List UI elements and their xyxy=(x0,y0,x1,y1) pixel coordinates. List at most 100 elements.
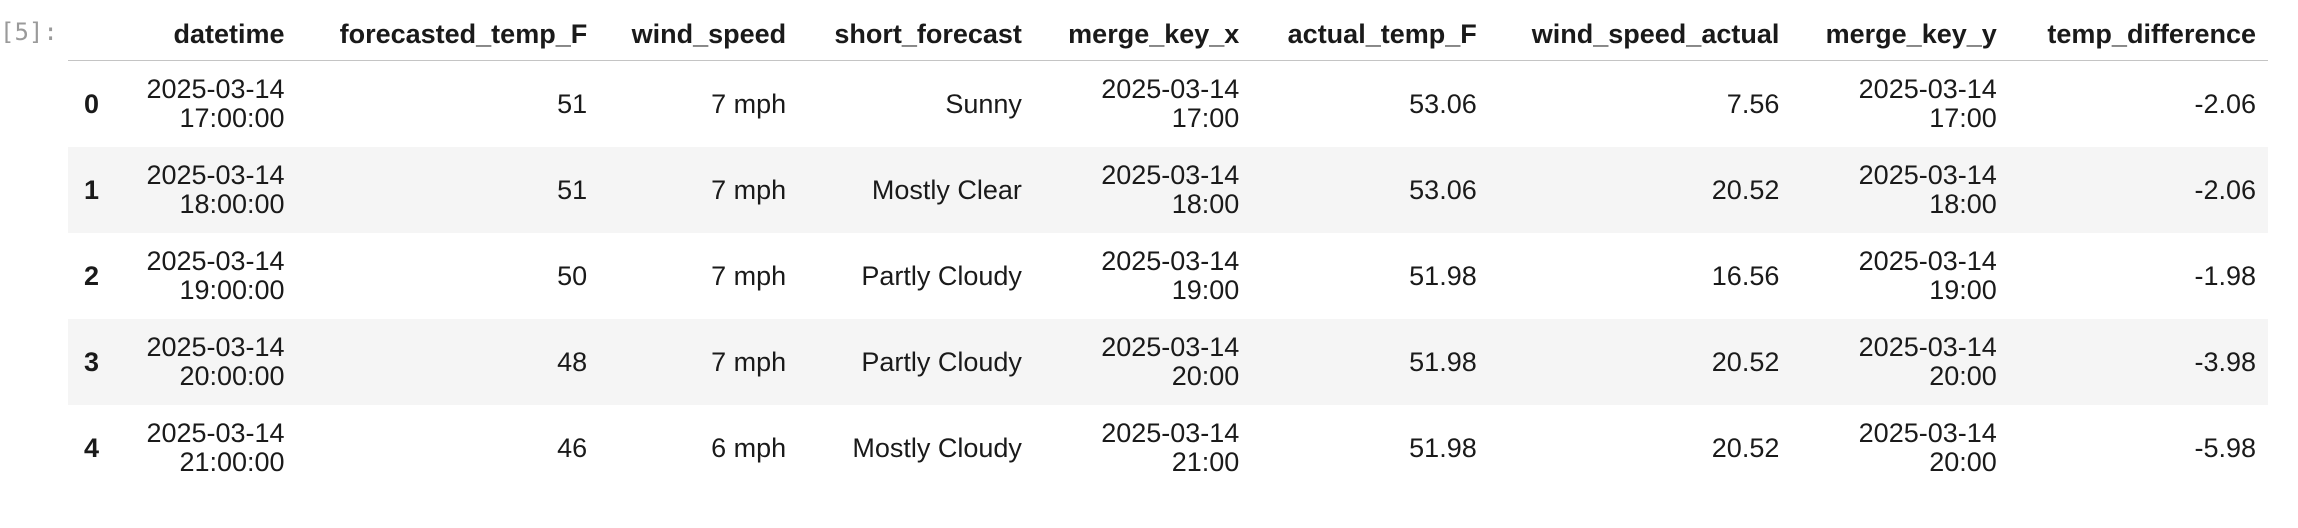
cell-forecasted-temp: 51 xyxy=(557,174,588,205)
cell-merge-key-x: 2025-03-14 19:00 xyxy=(1034,233,1251,319)
merge-key-y-date: 2025-03-14 xyxy=(1858,418,1997,448)
merge-key-x-date: 2025-03-14 xyxy=(1101,332,1240,362)
datetime-time: 19:00:00 xyxy=(179,275,285,305)
cell-merge-key-x: 2025-03-14 18:00 xyxy=(1034,147,1251,233)
table-header: datetime forecasted_temp_F wind_speed sh… xyxy=(68,8,2268,61)
header-row: datetime forecasted_temp_F wind_speed sh… xyxy=(68,8,2268,61)
merge-key-x-date: 2025-03-14 xyxy=(1101,74,1240,104)
merge-key-x-date: 2025-03-14 xyxy=(1101,418,1240,448)
column-header-temp-difference: temp_difference xyxy=(2008,8,2268,61)
merge-key-x-time: 18:00 xyxy=(1171,189,1240,219)
row-index: 2 xyxy=(84,260,100,291)
cell-wind-speed-actual: 20.52 xyxy=(1711,346,1780,377)
cell-forecasted-temp: 46 xyxy=(557,432,588,463)
cell-wind-speed: 6 mph xyxy=(711,432,787,463)
column-header-actual-temp: actual_temp_F xyxy=(1251,8,1489,61)
cell-merge-key-y: 2025-03-14 17:00 xyxy=(1791,61,2008,148)
index-header xyxy=(68,8,116,61)
datetime-date: 2025-03-14 xyxy=(146,160,285,190)
cell-wind-speed-actual: 20.52 xyxy=(1711,174,1780,205)
cell-temp-difference: -3.98 xyxy=(2194,346,2256,377)
merge-key-y-time: 18:00 xyxy=(1929,189,1997,219)
cell-merge-key-x: 2025-03-14 17:00 xyxy=(1034,61,1251,148)
datetime-time: 17:00:00 xyxy=(179,103,285,133)
merge-key-y-time: 19:00 xyxy=(1929,275,1997,305)
cell-temp-difference: -1.98 xyxy=(2194,260,2256,291)
column-header-merge-key-x: merge_key_x xyxy=(1033,8,1252,61)
datetime-time: 18:00:00 xyxy=(179,189,285,219)
cell-short-forecast: Sunny xyxy=(945,88,1022,119)
cell-actual-temp: 53.06 xyxy=(1409,174,1477,205)
cell-merge-key-y: 2025-03-14 20:00 xyxy=(1791,319,2008,405)
table-row: 2 2025-03-14 19:00:00 50 7 mph Partly Clo… xyxy=(68,233,2268,319)
cell-wind-speed: 7 mph xyxy=(711,346,787,377)
cell-merge-key-x: 2025-03-14 21:00 xyxy=(1034,405,1251,491)
cell-datetime: 2025-03-14 17:00:00 xyxy=(116,61,297,148)
table-row: 4 2025-03-14 21:00:00 46 6 mph Mostly Clo… xyxy=(68,405,2268,491)
merge-key-y-date: 2025-03-14 xyxy=(1858,332,1997,362)
cell-actual-temp: 53.06 xyxy=(1409,88,1477,119)
row-index: 0 xyxy=(84,88,100,119)
cell-actual-temp: 51.98 xyxy=(1409,346,1477,377)
cell-datetime: 2025-03-14 18:00:00 xyxy=(116,147,297,233)
datetime-date: 2025-03-14 xyxy=(146,246,285,276)
cell-actual-temp: 51.98 xyxy=(1409,432,1477,463)
table-row: 0 2025-03-14 17:00:00 51 7 mph Sunny 2025… xyxy=(68,61,2268,148)
merge-key-x-date: 2025-03-14 xyxy=(1101,160,1240,190)
cell-actual-temp: 51.98 xyxy=(1409,260,1477,291)
cell-temp-difference: -2.06 xyxy=(2194,88,2256,119)
merge-key-y-date: 2025-03-14 xyxy=(1858,160,1997,190)
merge-key-y-time: 20:00 xyxy=(1929,447,1997,477)
cell-short-forecast: Partly Cloudy xyxy=(861,346,1022,377)
cell-short-forecast: Mostly Cloudy xyxy=(852,432,1022,463)
column-header-merge-key-y: merge_key_y xyxy=(1791,8,2009,61)
cell-wind-speed: 7 mph xyxy=(711,174,787,205)
dataframe-table: datetime forecasted_temp_F wind_speed sh… xyxy=(68,8,2268,491)
cell-datetime: 2025-03-14 19:00:00 xyxy=(116,233,297,319)
cell-merge-key-y: 2025-03-14 20:00 xyxy=(1791,405,2008,491)
datetime-date: 2025-03-14 xyxy=(146,74,285,104)
cell-wind-speed-actual: 16.56 xyxy=(1711,260,1780,291)
merge-key-x-time: 17:00 xyxy=(1171,103,1240,133)
cell-datetime: 2025-03-14 20:00:00 xyxy=(116,319,297,405)
cell-merge-key-y: 2025-03-14 19:00 xyxy=(1791,233,2008,319)
cell-execution-prompt: [5]: xyxy=(0,18,58,46)
datetime-time: 20:00:00 xyxy=(179,361,285,391)
cell-temp-difference: -5.98 xyxy=(2194,432,2256,463)
column-header-short-forecast: short_forecast xyxy=(798,8,1034,61)
table-row: 1 2025-03-14 18:00:00 51 7 mph Mostly Cle… xyxy=(68,147,2268,233)
table-row: 3 2025-03-14 20:00:00 48 7 mph Partly Clo… xyxy=(68,319,2268,405)
merge-key-y-date: 2025-03-14 xyxy=(1858,246,1997,276)
cell-forecasted-temp: 48 xyxy=(557,346,588,377)
cell-forecasted-temp: 50 xyxy=(557,260,588,291)
merge-key-y-time: 20:00 xyxy=(1929,361,1997,391)
column-header-wind-speed-actual: wind_speed_actual xyxy=(1488,8,1792,61)
datetime-date: 2025-03-14 xyxy=(146,418,285,448)
merge-key-y-time: 17:00 xyxy=(1929,103,1997,133)
column-header-datetime: datetime xyxy=(115,8,297,61)
merge-key-x-time: 20:00 xyxy=(1171,361,1240,391)
merge-key-y-date: 2025-03-14 xyxy=(1858,74,1997,104)
cell-short-forecast: Partly Cloudy xyxy=(861,260,1022,291)
cell-temp-difference: -2.06 xyxy=(2194,174,2256,205)
cell-forecasted-temp: 51 xyxy=(557,88,588,119)
table-body: 0 2025-03-14 17:00:00 51 7 mph Sunny 2025… xyxy=(68,61,2268,492)
cell-wind-speed-actual: 20.52 xyxy=(1711,432,1780,463)
row-index: 3 xyxy=(84,346,100,377)
cell-wind-speed-actual: 7.56 xyxy=(1726,88,1780,119)
merge-key-x-date: 2025-03-14 xyxy=(1101,246,1240,276)
column-header-wind-speed: wind_speed xyxy=(599,8,799,61)
cell-wind-speed: 7 mph xyxy=(711,260,787,291)
cell-datetime: 2025-03-14 21:00:00 xyxy=(116,405,297,491)
datetime-date: 2025-03-14 xyxy=(146,332,285,362)
cell-wind-speed: 7 mph xyxy=(711,88,787,119)
cell-short-forecast: Mostly Clear xyxy=(871,174,1022,205)
column-header-forecasted-temp: forecasted_temp_F xyxy=(296,8,600,61)
merge-key-x-time: 19:00 xyxy=(1171,275,1240,305)
row-index: 4 xyxy=(84,432,100,463)
merge-key-x-time: 21:00 xyxy=(1171,447,1240,477)
row-index: 1 xyxy=(84,174,100,205)
cell-merge-key-y: 2025-03-14 18:00 xyxy=(1791,147,2008,233)
datetime-time: 21:00:00 xyxy=(179,447,285,477)
cell-merge-key-x: 2025-03-14 20:00 xyxy=(1034,319,1251,405)
